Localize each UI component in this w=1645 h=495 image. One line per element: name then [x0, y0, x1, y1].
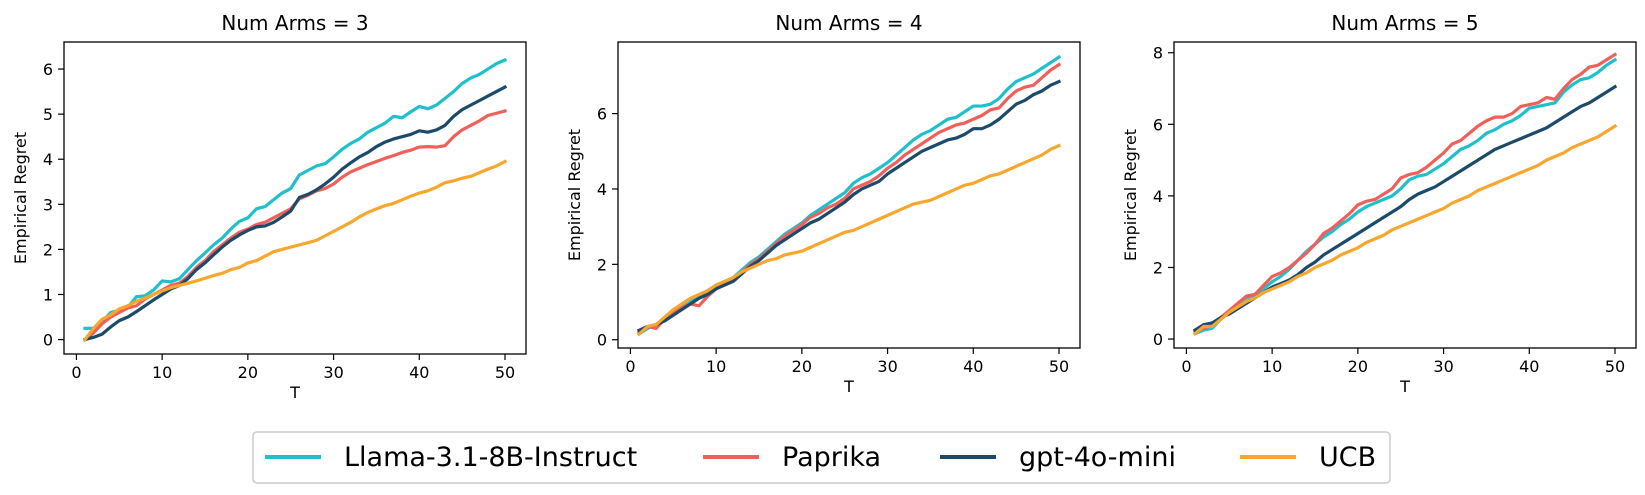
- series-group: [636, 54, 1062, 337]
- series-group: [1192, 52, 1618, 336]
- x-tick-label: 50: [495, 363, 515, 382]
- series-line-llama-3-1-8b-instruct: [1192, 57, 1618, 336]
- x-axis-label: T: [289, 383, 300, 402]
- y-tick-label: 4: [43, 150, 53, 169]
- chart-panel-1: Num Arms = 3 0 10 20 30 40 50 0 1 2 3 4 5 6 T Empirical…: [11, 11, 527, 402]
- x-tick-label: 50: [1049, 357, 1069, 376]
- x-axis-label: T: [1399, 377, 1410, 396]
- chart-panel-2: Num Arms = 4 0 10 20 30 40 50 0 2 4 6 T Empirical Re…: [565, 11, 1081, 396]
- x-tick-label: 20: [792, 357, 812, 376]
- y-tick-label: 1: [43, 285, 53, 304]
- axes-frame: [617, 41, 1081, 349]
- y-tick-label: 2: [1153, 258, 1163, 277]
- y-tick-label: 6: [43, 60, 53, 79]
- series-line-paprika: [1192, 52, 1618, 334]
- x-tick-label: 40: [1519, 357, 1539, 376]
- y-tick-label: 0: [1153, 330, 1163, 349]
- y-tick-label: 6: [597, 105, 607, 124]
- x-tick-label: 0: [1181, 357, 1191, 376]
- x-tick-label: 30: [323, 363, 343, 382]
- y-axis-label: Empirical Regret: [1121, 129, 1140, 261]
- x-tick-label: 40: [409, 363, 429, 382]
- x-tick-label: 50: [1605, 357, 1625, 376]
- axes-frame: [1173, 41, 1637, 349]
- series-line-gpt-4o-mini: [83, 84, 508, 342]
- y-tick-label: 0: [597, 331, 607, 350]
- x-tick-label: 10: [706, 357, 726, 376]
- legend-items: Llama-3.1-8B-Instruct Paprika gpt-4o-mini U…: [265, 442, 1376, 473]
- x-axis-label: T: [843, 377, 854, 396]
- axes-frame: [63, 41, 527, 355]
- panel-title: Num Arms = 4: [775, 11, 922, 35]
- panel-title: Num Arms = 5: [1331, 11, 1478, 35]
- y-tick-label: 2: [43, 240, 53, 259]
- chart-panels: Num Arms = 30 10 20 30 40 500123456TEmpirical…: [11, 11, 1637, 402]
- legend-label: UCB: [1319, 442, 1376, 473]
- y-axis-label: Empirical Regret: [565, 129, 584, 261]
- y-tick-label: 3: [43, 195, 53, 214]
- legend-item-ucb: UCB: [1240, 442, 1376, 473]
- series-line-ucb: [636, 143, 1062, 337]
- x-tick-label: 30: [1433, 357, 1453, 376]
- y-tick-label: 0: [43, 331, 53, 350]
- y-tick-label: 6: [1153, 115, 1163, 134]
- legend-item-paprika: Paprika: [703, 442, 881, 473]
- legend: Llama-3.1-8B-Instruct Paprika gpt-4o-mini U…: [252, 431, 1391, 484]
- x-tick-label: 20: [238, 363, 258, 382]
- series-line-llama-3-1-8b-instruct: [83, 57, 508, 330]
- series-line-ucb: [82, 159, 508, 342]
- y-tick-label: 8: [1153, 44, 1163, 63]
- series-line-ucb: [1192, 123, 1618, 336]
- x-tick-label: 20: [1348, 357, 1368, 376]
- legend-label: Paprika: [782, 442, 881, 473]
- y-axis-label: Empirical Regret: [11, 132, 30, 264]
- legend-label: Llama-3.1-8B-Instruct: [344, 442, 637, 473]
- chart-panel-3: Num Arms = 5 0 10 20 30 40 50 0 2 4 6 8 T Empirical R…: [1121, 11, 1637, 396]
- y-tick-label: 5: [43, 105, 53, 124]
- panel-title: Num Arms = 3: [221, 11, 368, 35]
- series-line-gpt-4o-mini: [636, 79, 1062, 333]
- y-tick-label: 4: [1153, 187, 1163, 206]
- y-tick-label: 2: [597, 255, 607, 274]
- x-tick-label: 10: [1262, 357, 1282, 376]
- legend-item-llama-3-1-8b-instruct: Llama-3.1-8B-Instruct: [265, 442, 637, 473]
- x-tick-label: 40: [963, 357, 983, 376]
- legend-label: gpt-4o-mini: [1019, 442, 1176, 473]
- x-tick-label: 10: [152, 363, 172, 382]
- series-group: [82, 57, 508, 342]
- legend-item-gpt-4o-mini: gpt-4o-mini: [940, 442, 1176, 473]
- x-tick-label: 0: [71, 363, 81, 382]
- x-tick-label: 0: [625, 357, 635, 376]
- y-tick-label: 4: [597, 180, 607, 199]
- x-tick-label: 30: [877, 357, 897, 376]
- legend-frame: [252, 431, 1391, 484]
